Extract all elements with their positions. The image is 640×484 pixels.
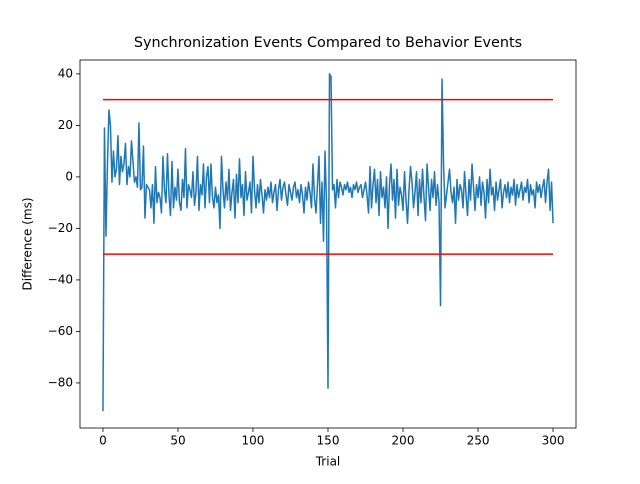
y-tick-label: 20 [58,118,73,132]
chart-title: Synchronization Events Compared to Behav… [134,35,522,51]
y-tick-label: −20 [48,221,73,235]
y-tick-label: 40 [58,66,73,80]
y-tick-label: 0 [65,169,73,183]
y-axis-label: Difference (ms) [21,198,35,291]
x-tick-label: 0 [99,434,107,448]
y-tick-label: −60 [48,324,73,338]
x-tick-label: 200 [392,434,415,448]
x-tick-label: 50 [170,434,185,448]
x-tick-label: 300 [542,434,565,448]
line [102,73,554,412]
y-tick-label: −40 [48,272,73,286]
x-tick-label: 100 [242,434,265,448]
plot-frame [79,59,577,429]
x-tick-label: 150 [317,434,340,448]
x-axis-label: Trial [315,455,341,469]
x-tick-label: 250 [467,434,490,448]
y-tick-label: −80 [48,375,73,389]
